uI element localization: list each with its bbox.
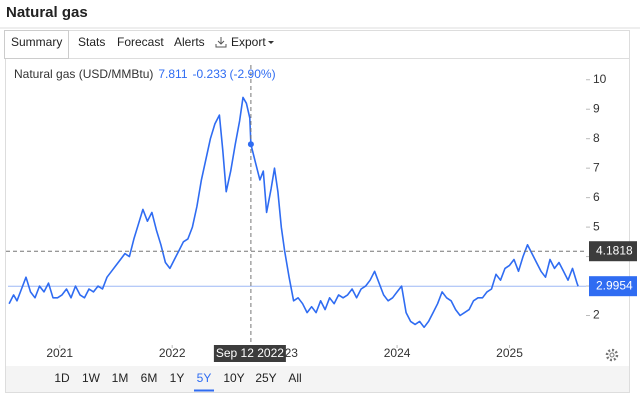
range-button[interactable]: 1W <box>82 371 101 385</box>
range-bar <box>6 366 629 392</box>
range-button[interactable]: 10Y <box>223 371 244 385</box>
tab[interactable]: Stats <box>78 35 105 49</box>
crosshair-dot <box>247 141 254 148</box>
download-icon <box>215 37 227 48</box>
y-tick-label: 5 <box>593 219 600 233</box>
change: -0.233 <box>193 67 227 81</box>
range-button[interactable]: 1Y <box>170 371 185 385</box>
y-tick-label: 8 <box>593 131 600 145</box>
current-label: 2.9954 <box>596 278 633 292</box>
gear-hub <box>609 352 615 358</box>
settings-icon[interactable] <box>605 348 619 362</box>
x-tick-label: 2021 <box>46 346 73 360</box>
x-tick-label: 2025 <box>496 346 523 360</box>
crosshair-y-label: 4.1818 <box>596 243 633 257</box>
range-button[interactable]: 1M <box>112 371 129 385</box>
y-tick-label: 9 <box>593 101 600 115</box>
x-tick-label: 2022 <box>159 346 186 360</box>
range-button[interactable]: 6M <box>141 371 158 385</box>
crosshair-y-box <box>589 241 637 262</box>
gear[interactable] <box>605 348 619 362</box>
last-value: 7.811 <box>158 67 187 81</box>
title: Natural gas <box>6 4 88 21</box>
tab[interactable]: Summary <box>11 35 62 49</box>
y-tick-label: 2 <box>593 308 600 322</box>
y-tick-label: 6 <box>593 190 600 204</box>
frame <box>5 30 630 393</box>
y-tick-label: 10 <box>593 72 607 86</box>
range-button[interactable]: 25Y <box>255 371 276 385</box>
x-tick-label: 2024 <box>384 346 411 360</box>
tab[interactable]: Alerts <box>174 35 205 49</box>
crosshair-x-label: Sep 12 2022 <box>216 346 284 360</box>
export-button[interactable]: Export <box>215 35 274 49</box>
tab[interactable]: Forecast <box>117 35 164 49</box>
active-tab <box>4 30 69 59</box>
range-button[interactable]: All <box>288 371 301 385</box>
change-pct: (-2.90%) <box>230 67 276 81</box>
caret <box>268 41 274 44</box>
export-label[interactable]: Export <box>231 35 266 49</box>
range-button[interactable]: 5Y <box>197 371 212 385</box>
range-button[interactable]: 1D <box>54 371 70 385</box>
crosshair-x-box <box>213 345 286 362</box>
price-line <box>8 96 579 329</box>
current-box <box>589 276 637 297</box>
y-tick-label: 7 <box>593 160 600 174</box>
series-name: Natural gas (USD/MMBtu) <box>14 67 153 81</box>
